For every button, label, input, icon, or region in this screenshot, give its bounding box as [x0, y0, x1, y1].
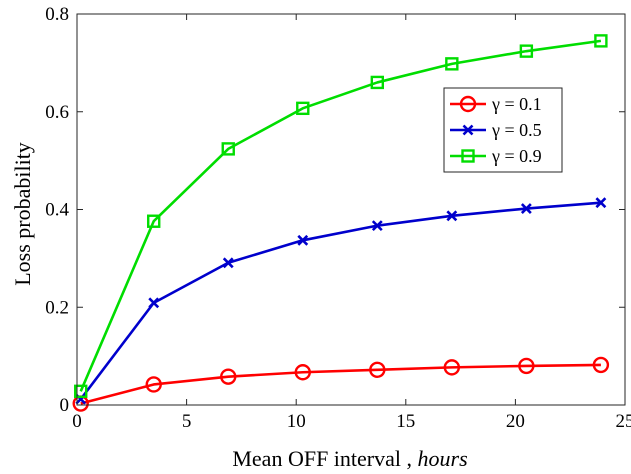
- y-tick-label: 0: [60, 395, 70, 416]
- legend-marker: [462, 124, 474, 136]
- data-point: [294, 364, 311, 381]
- x-tick-label: 10: [287, 411, 306, 432]
- series-3: [74, 34, 608, 399]
- legend-marker: [459, 95, 477, 113]
- data-point: [147, 214, 161, 228]
- y-axis-label: Loss probability: [10, 142, 35, 286]
- data-point: [371, 220, 383, 232]
- legend-label: γ = 0.1: [491, 94, 542, 114]
- y-tick-label: 0.6: [45, 102, 69, 123]
- data-point: [595, 197, 607, 209]
- data-point: [220, 368, 237, 385]
- data-point: [370, 75, 385, 90]
- legend-label: γ = 0.9: [491, 146, 542, 166]
- x-tick-label: 20: [506, 411, 525, 432]
- legend-item-3: γ = 0.9: [450, 146, 542, 166]
- axes: 0 5 10 15 20 25 0 0.2 0.4 0.6 0.8: [45, 4, 631, 432]
- data-point: [519, 44, 534, 58]
- x-tick-label: 25: [616, 411, 631, 432]
- y-tick-label: 0.4: [45, 200, 69, 221]
- series-2: [75, 197, 607, 405]
- x-axis-label: Mean OFF interval , hours: [232, 446, 467, 471]
- data-point: [145, 376, 162, 393]
- data-point: [74, 384, 88, 399]
- data-point: [222, 257, 234, 269]
- data-point: [446, 210, 458, 222]
- data-point: [518, 357, 535, 375]
- x-tick-label: 15: [396, 411, 415, 432]
- legend: γ = 0.1 γ = 0.5 γ = 0.9: [443, 87, 563, 173]
- legend-marker: [461, 149, 475, 163]
- data-point: [594, 34, 608, 48]
- y-tick-label: 0.2: [45, 297, 69, 318]
- x-tick-label: 5: [182, 411, 192, 432]
- data-point: [221, 142, 235, 156]
- legend-item-1: γ = 0.1: [450, 94, 542, 114]
- data-point: [445, 57, 459, 71]
- x-tick-label: 0: [72, 411, 82, 432]
- series-line: [79, 39, 602, 392]
- plot-background: [77, 14, 625, 405]
- data-point: [443, 359, 461, 376]
- plot-area: [77, 14, 625, 405]
- series-1: [72, 356, 610, 412]
- series-line: [79, 201, 601, 400]
- data-point: [296, 101, 310, 116]
- legend-item-2: γ = 0.5: [450, 120, 542, 140]
- data-point: [297, 234, 309, 246]
- y-tick-label: 0.8: [45, 4, 69, 25]
- data-point: [369, 361, 386, 379]
- data-point: [148, 297, 160, 309]
- legend-label: γ = 0.5: [491, 120, 542, 140]
- series-layer: [72, 34, 610, 412]
- series-line: [80, 363, 601, 405]
- data-point: [520, 203, 532, 214]
- data-point: [592, 356, 610, 374]
